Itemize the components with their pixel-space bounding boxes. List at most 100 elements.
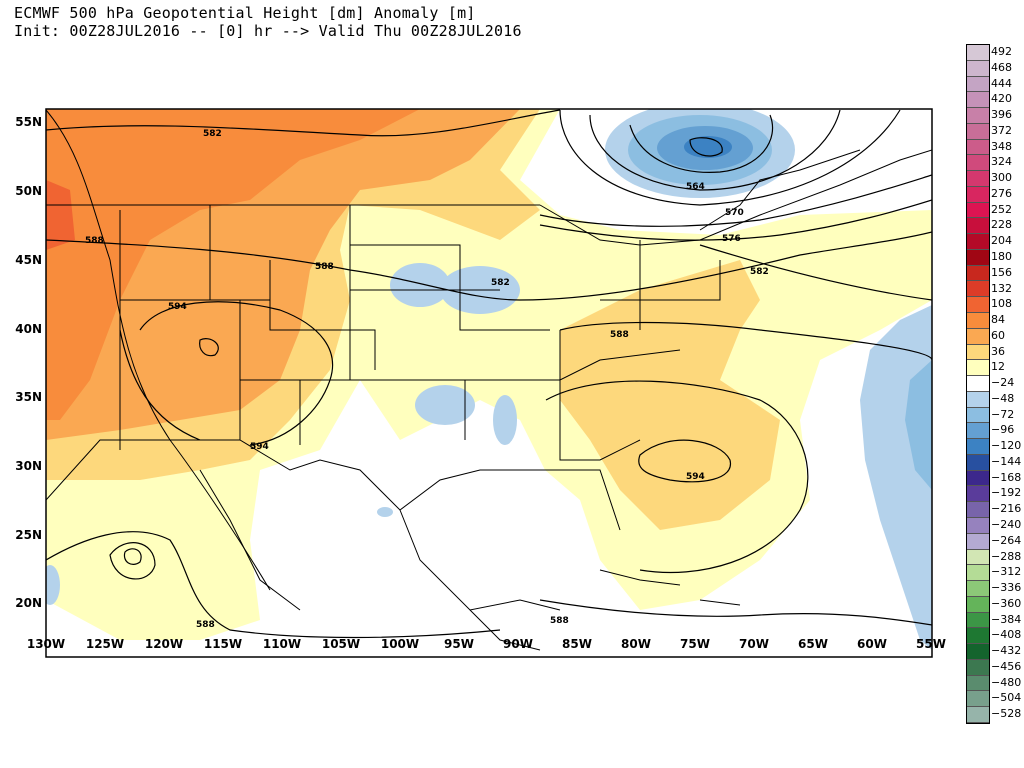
colorbar-cell xyxy=(967,328,989,345)
colorbar-label: −144 xyxy=(991,454,1022,468)
colorbar-cell xyxy=(967,60,989,77)
colorbar-cell xyxy=(967,45,989,61)
colorbar-label: −216 xyxy=(991,502,1022,516)
colorbar-label: −264 xyxy=(991,533,1022,547)
colorbar-cell xyxy=(967,171,989,187)
colorbar-cell xyxy=(967,92,989,109)
colorbar-cell xyxy=(967,155,989,172)
colorbar-cell xyxy=(967,470,989,487)
contour-label: 564 xyxy=(686,182,705,192)
colorbar-cell xyxy=(967,186,989,203)
colorbar-cell xyxy=(967,454,989,471)
colorbar-cell xyxy=(967,407,989,424)
lon-label: 125W xyxy=(85,637,125,651)
lon-label: 130W xyxy=(26,637,66,651)
colorbar-label: −336 xyxy=(991,581,1022,595)
colorbar-cell xyxy=(967,565,989,582)
lon-label: 100W xyxy=(380,637,420,651)
lat-label: 45N xyxy=(15,253,42,267)
colorbar-label: 372 xyxy=(991,123,1012,137)
contour-label: 582 xyxy=(750,267,769,277)
colorbar-cell xyxy=(967,313,989,329)
colorbar-label: 108 xyxy=(991,297,1012,311)
colorbar-label: −408 xyxy=(991,628,1022,642)
colorbar-cell xyxy=(967,202,989,219)
colorbar-cell xyxy=(967,123,989,140)
colorbar-label: 156 xyxy=(991,265,1012,279)
lon-label: 65W xyxy=(798,637,828,651)
colorbar-cell xyxy=(967,76,989,93)
colorbar-cell xyxy=(967,218,989,235)
colorbar-cell xyxy=(967,281,989,298)
colorbar-label: −192 xyxy=(991,486,1022,500)
colorbar-label: −96 xyxy=(991,423,1015,437)
contour-label: 588 xyxy=(196,620,215,630)
lat-label: 55N xyxy=(15,115,42,129)
colorbar-cell xyxy=(967,344,989,361)
lon-label: 110W xyxy=(262,637,302,651)
colorbar-cell xyxy=(967,675,989,692)
contour-label: 570 xyxy=(725,208,744,218)
map-subtitle: Init: 00Z28JUL2016 -- [0] hr --> Valid T… xyxy=(14,22,522,40)
colorbar-label: −48 xyxy=(991,391,1015,405)
colorbar-label: −168 xyxy=(991,470,1022,484)
colorbar-label: 468 xyxy=(991,60,1012,74)
colorbar-label: 12 xyxy=(991,360,1005,374)
contour-label: 594 xyxy=(686,472,705,482)
colorbar-label: −480 xyxy=(991,675,1022,689)
colorbar-cell xyxy=(967,108,989,124)
colorbar-cell xyxy=(967,581,989,597)
colorbar-label: −456 xyxy=(991,659,1022,673)
colorbar-label: −288 xyxy=(991,549,1022,563)
colorbar-label: 204 xyxy=(991,234,1012,248)
map-frame xyxy=(45,108,933,658)
lon-label: 85W xyxy=(562,637,592,651)
contour-label: 594 xyxy=(250,442,269,452)
colorbar-cell xyxy=(967,360,989,377)
colorbar-label: −24 xyxy=(991,376,1015,390)
colorbar-label: 36 xyxy=(991,344,1005,358)
colorbar-cell xyxy=(967,249,989,266)
colorbar-cell xyxy=(967,423,989,440)
lon-label: 70W xyxy=(739,637,769,651)
colorbar-cell xyxy=(967,139,989,156)
contour-label: 582 xyxy=(203,129,222,139)
colorbar-cell xyxy=(967,596,989,613)
lon-label: 105W xyxy=(321,637,361,651)
lat-label: 35N xyxy=(15,390,42,404)
colorbar-label: −360 xyxy=(991,596,1022,610)
colorbar-label: −240 xyxy=(991,518,1022,532)
colorbar-label: 348 xyxy=(991,139,1012,153)
colorbar-label: 84 xyxy=(991,313,1005,327)
colorbar-label: 228 xyxy=(991,218,1012,232)
lat-label: 25N xyxy=(15,528,42,542)
contour-label: 588 xyxy=(550,616,569,626)
colorbar-cell xyxy=(967,517,989,534)
colorbar-label: 276 xyxy=(991,186,1012,200)
contour-label: 582 xyxy=(491,278,510,288)
colorbar-cell xyxy=(967,659,989,676)
colorbar-label: −432 xyxy=(991,644,1022,658)
lon-label: 60W xyxy=(857,637,887,651)
colorbar-label: −528 xyxy=(991,707,1022,721)
colorbar-cell xyxy=(967,533,989,550)
colorbar-label: 180 xyxy=(991,249,1012,263)
colorbar-label: −120 xyxy=(991,439,1022,453)
lat-label: 50N xyxy=(15,184,42,198)
anomaly-field xyxy=(46,109,932,657)
lon-label: 115W xyxy=(203,637,243,651)
lon-label: 95W xyxy=(444,637,474,651)
contour-label: 576 xyxy=(722,234,741,244)
colorbar-label: 396 xyxy=(991,108,1012,122)
colorbar-cell xyxy=(967,644,989,660)
lon-label: 75W xyxy=(680,637,710,651)
contour-label: 588 xyxy=(315,262,334,272)
colorbar-cell xyxy=(967,439,989,455)
colorbar xyxy=(966,44,990,724)
contour-label: 588 xyxy=(85,236,104,246)
lon-label: 80W xyxy=(621,637,651,651)
colorbar-cell xyxy=(967,628,989,645)
lon-label: 55W xyxy=(916,637,946,651)
lon-label: 90W xyxy=(503,637,533,651)
